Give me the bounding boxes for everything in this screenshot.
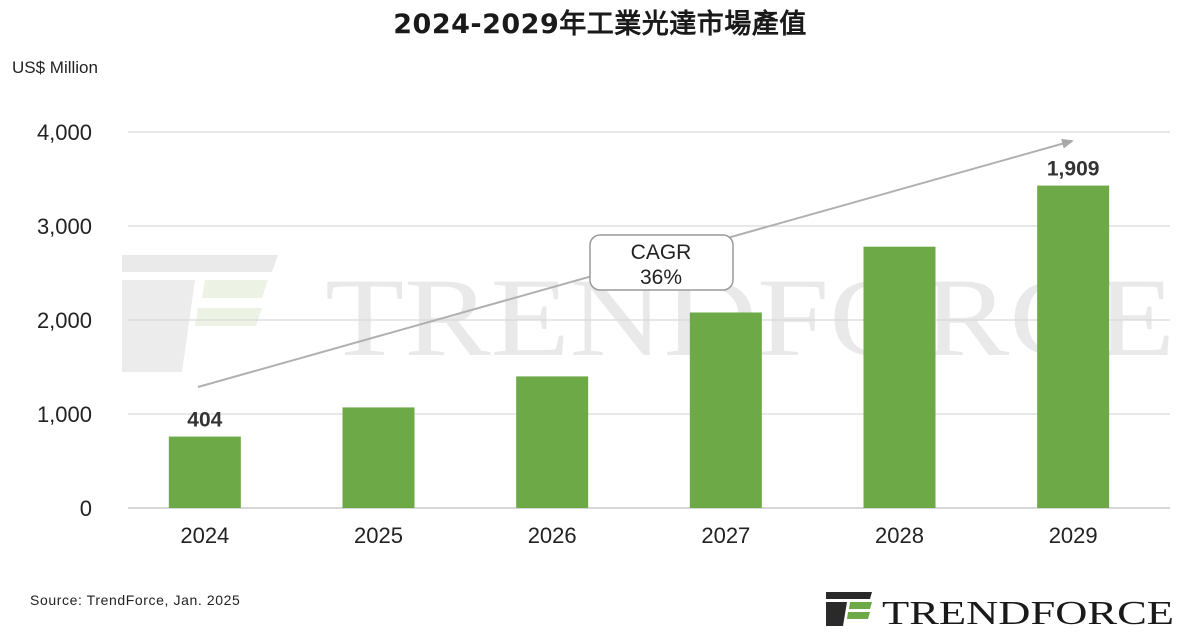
y-tick-label: 1,000	[37, 402, 92, 427]
cagr-annotation: CAGR 36%	[197, 138, 1074, 388]
bar-2028	[863, 246, 936, 508]
chart-title: 2024-2029年工業光達市場產值	[393, 9, 807, 40]
bar-2029	[1037, 185, 1110, 508]
bars	[168, 185, 1110, 508]
cagr-label: CAGR	[631, 241, 692, 264]
y-tick-label: 4,000	[37, 120, 92, 145]
cagr-value: 36%	[640, 266, 682, 289]
x-tick-label: 2028	[875, 523, 924, 548]
x-tick-label: 2025	[354, 523, 403, 548]
bar-2026	[516, 376, 589, 508]
source-note: Source: TrendForce, Jan. 2025	[30, 592, 241, 608]
x-tick-label: 2027	[701, 523, 750, 548]
cagr-box	[589, 234, 734, 291]
x-tick-label: 2024	[180, 523, 229, 548]
x-tick-label: 2029	[1049, 523, 1098, 548]
y-axis-unit-label: US$ Million	[12, 58, 98, 77]
x-axis-ticks: 2024 2025 2026 2027 2028 2029	[180, 523, 1097, 548]
bar-2027	[689, 312, 762, 508]
trendforce-logo: TRENDFORCE	[826, 586, 1186, 632]
logo-wordmark: TRENDFORCE	[882, 595, 1174, 630]
y-axis-ticks: 0 1,000 2,000 3,000 4,000	[37, 120, 92, 521]
data-label: 404	[187, 409, 222, 432]
gridlines	[128, 131, 1170, 509]
bar-2024	[168, 436, 241, 508]
bar-2025	[342, 407, 415, 508]
trendforce-logo-icon: TRENDFORCE	[826, 592, 1174, 632]
data-labels: 404 1,909	[187, 158, 1099, 432]
data-label: 1,909	[1047, 158, 1100, 181]
y-tick-label: 0	[80, 496, 92, 521]
y-tick-label: 3,000	[37, 214, 92, 239]
x-tick-label: 2026	[528, 523, 577, 548]
y-tick-label: 2,000	[37, 308, 92, 333]
